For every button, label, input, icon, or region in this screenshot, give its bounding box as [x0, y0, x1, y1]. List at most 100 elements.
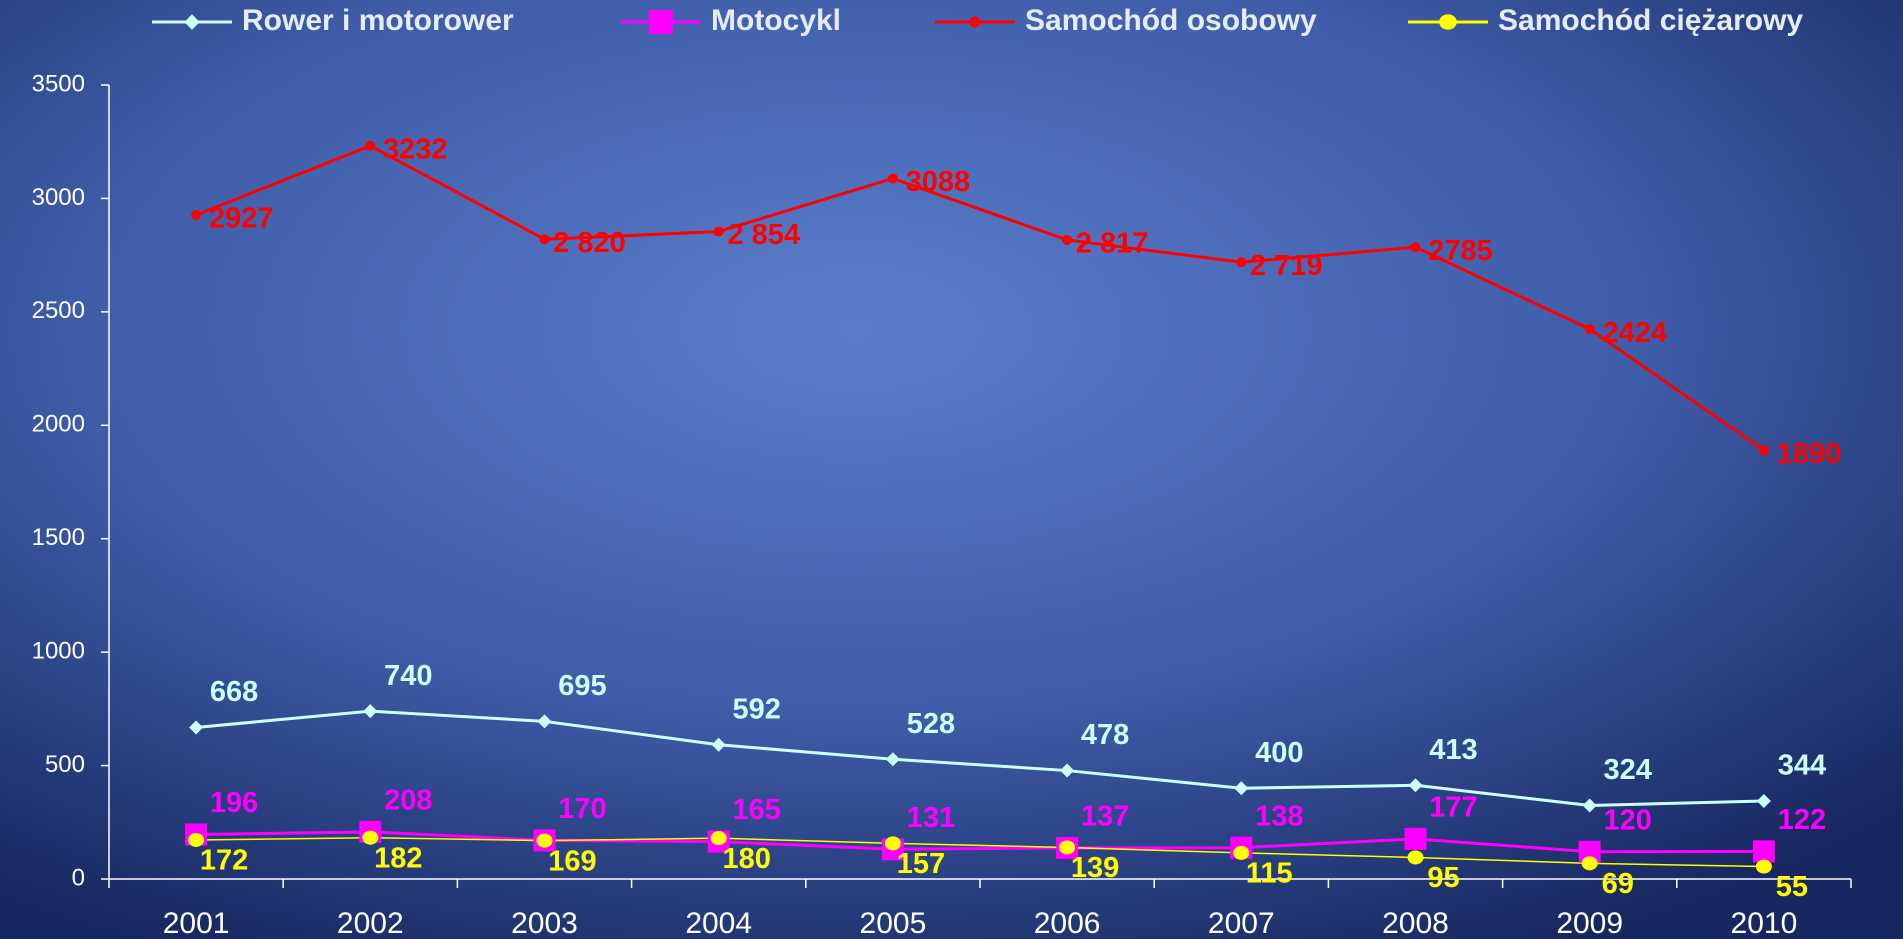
marker: [184, 14, 200, 30]
marker: [1410, 242, 1421, 253]
data-label: 170: [558, 793, 606, 825]
x-tick-label: 2003: [511, 907, 578, 939]
data-label: 137: [1081, 801, 1129, 833]
marker: [189, 720, 204, 735]
y-tick-label: 500: [45, 751, 85, 778]
marker: [1408, 778, 1423, 793]
data-label: 131: [907, 802, 955, 834]
data-label: 157: [897, 848, 945, 880]
y-tick-label: 1500: [32, 524, 85, 551]
data-label: 3088: [906, 166, 971, 198]
data-label: 413: [1429, 734, 1477, 766]
legend-label: Samochód ciężarowy: [1498, 4, 1803, 37]
data-label: 400: [1255, 737, 1303, 769]
y-tick-label: 2000: [32, 411, 85, 438]
marker: [1584, 324, 1595, 335]
data-label: 528: [907, 708, 955, 740]
marker: [365, 140, 376, 151]
marker: [1407, 850, 1424, 865]
marker: [362, 830, 379, 845]
y-tick-label: 3000: [32, 184, 85, 211]
data-label: 165: [733, 794, 781, 826]
x-tick-label: 2004: [685, 907, 752, 939]
x-tick-label: 2002: [337, 907, 404, 939]
marker: [1233, 845, 1250, 860]
data-label: 2785: [1428, 235, 1493, 267]
legend-label: Rower i motorower: [242, 4, 514, 37]
data-label: 180: [723, 843, 771, 875]
marker: [1439, 14, 1457, 30]
marker: [969, 16, 981, 28]
legend-label: Samochód osobowy: [1025, 4, 1317, 37]
marker: [188, 832, 205, 847]
marker: [1758, 445, 1769, 456]
marker: [1234, 781, 1249, 796]
marker: [1236, 257, 1247, 268]
data-label: 122: [1778, 804, 1826, 836]
data-label: 3232: [383, 133, 448, 165]
x-tick-label: 2005: [860, 907, 927, 939]
data-label: 2927: [209, 203, 274, 235]
x-tick-label: 2001: [163, 907, 230, 939]
marker: [539, 234, 550, 245]
data-label: 95: [1427, 862, 1459, 894]
y-tick-label: 3500: [32, 70, 85, 97]
data-label: 740: [384, 660, 432, 692]
data-label: 2424: [1602, 317, 1667, 349]
y-tick-label: 2500: [32, 297, 85, 324]
data-label: 69: [1602, 868, 1634, 900]
data-label: 182: [374, 842, 422, 874]
marker: [884, 836, 901, 851]
marker: [1752, 840, 1775, 863]
marker: [1060, 763, 1075, 778]
data-label: 196: [210, 787, 258, 819]
marker: [1756, 793, 1771, 808]
marker: [711, 737, 726, 752]
legend-label: Motocykl: [711, 4, 841, 37]
marker: [710, 831, 727, 846]
marker: [648, 9, 674, 35]
marker: [191, 209, 202, 220]
data-label: 695: [558, 670, 606, 702]
marker: [713, 226, 724, 237]
data-label: 592: [733, 693, 781, 725]
data-label: 172: [200, 845, 248, 877]
data-label: 55: [1776, 871, 1808, 903]
data-label: 177: [1429, 792, 1477, 824]
data-label: 324: [1604, 754, 1652, 786]
data-label: 2 817: [1076, 228, 1149, 260]
marker: [887, 173, 898, 184]
data-label: 668: [210, 676, 258, 708]
data-label: 2 820: [553, 227, 626, 259]
series-line: [196, 830, 1764, 854]
data-label: 344: [1778, 750, 1826, 782]
marker: [1059, 840, 1076, 855]
marker: [1578, 840, 1601, 863]
x-tick-label: 2006: [1034, 907, 1101, 939]
data-label: 169: [548, 845, 596, 877]
data-label: 120: [1604, 804, 1652, 836]
series-line: [195, 144, 1765, 452]
data-label: 1890: [1777, 438, 1842, 470]
data-label: 139: [1071, 852, 1119, 884]
series-line: [196, 836, 1764, 868]
data-label: 208: [384, 784, 432, 816]
marker: [1582, 798, 1597, 813]
data-label: 2 854: [727, 219, 800, 251]
marker: [1404, 827, 1427, 850]
marker: [1062, 234, 1073, 245]
data-label: 478: [1081, 719, 1129, 751]
marker: [885, 752, 900, 767]
data-label: 115: [1246, 858, 1293, 890]
x-tick-label: 2007: [1208, 907, 1275, 939]
marker: [1581, 856, 1598, 871]
series-line: [195, 709, 1764, 808]
y-tick-label: 0: [72, 864, 85, 891]
x-tick-label: 2008: [1382, 907, 1449, 939]
y-tick-label: 1000: [32, 637, 85, 664]
marker: [1755, 859, 1772, 874]
data-label: 138: [1255, 800, 1303, 832]
marker: [537, 714, 552, 729]
